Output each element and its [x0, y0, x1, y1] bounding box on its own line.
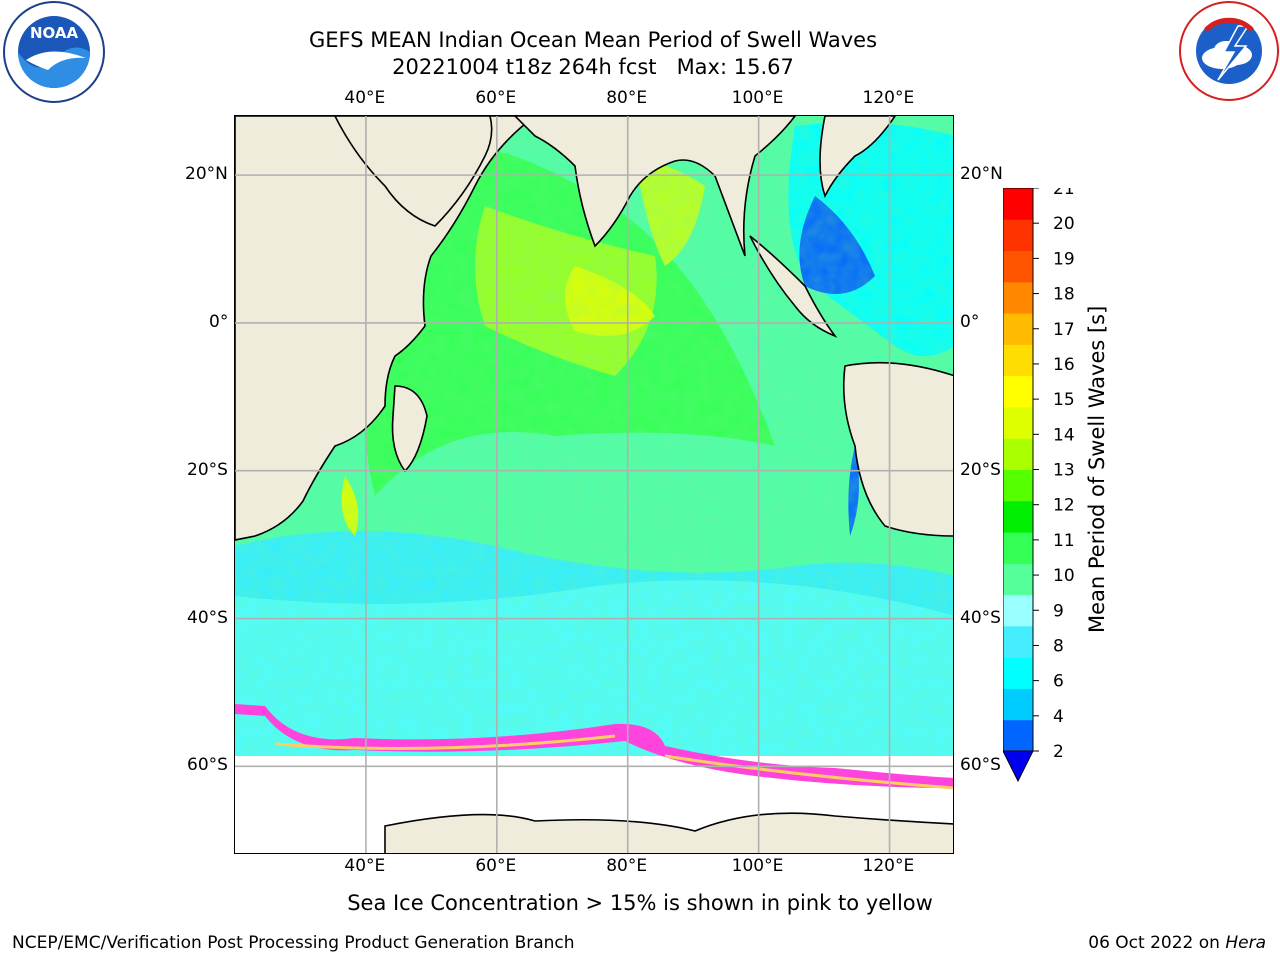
- lat-right-tick-label: 60°S: [960, 755, 1001, 776]
- chart-title: GEFS MEAN Indian Ocean Mean Period of Sw…: [308, 28, 878, 52]
- lat-right-tick-label: 40°S: [960, 607, 1001, 628]
- colorbar-bin: [1003, 500, 1033, 533]
- colorbar-tick-label: 11: [1053, 531, 1075, 551]
- colorbar-tick-label: 20: [1053, 214, 1075, 234]
- lon-top-tick-label: 100°E: [731, 88, 784, 108]
- lon-top-tick-label: 120°E: [862, 88, 915, 108]
- colorbar-tick-label: 16: [1053, 355, 1075, 375]
- colorbar: 2 4 6 8 9 10 11 12 13 14 15 16 17 18 19 20 21: [1002, 179, 1093, 792]
- land-masses: [235, 116, 953, 853]
- colorbar-tick-label: 12: [1053, 496, 1075, 516]
- footer-date-host: 06 Oct 2022 on Hera: [1088, 933, 1266, 953]
- colorbar-tick-label: 18: [1053, 285, 1075, 305]
- colorbar-scale: 2 4 6 8 9 10 11 12 13 14 15 16 17 18 19 20 21: [1002, 179, 1075, 783]
- lon-top-tick-label: 80°E: [606, 88, 648, 108]
- lat-left-tick-label: 20°N: [185, 164, 228, 185]
- map-panel: [234, 115, 954, 854]
- colorbar-tick-label: 19: [1053, 249, 1075, 269]
- colorbar-bin: [1003, 657, 1033, 689]
- colorbar-bin: [1003, 625, 1033, 658]
- colorbar-bin: [1003, 438, 1033, 470]
- land-madagascar: [391, 385, 428, 473]
- colorbar-tick-label: 10: [1053, 566, 1075, 586]
- colorbar-bin: [1003, 594, 1033, 627]
- noaa-logo-text: NOAA: [30, 24, 79, 42]
- lon-bottom-tick-label: 100°E: [731, 856, 784, 876]
- lat-right-tick-label: 0°: [960, 311, 980, 332]
- colorbar-bin: [1003, 344, 1033, 377]
- colorbar-tick-label: 15: [1053, 390, 1075, 410]
- colorbar-tick-label: 4: [1053, 707, 1064, 727]
- colorbar-bin: [1003, 532, 1033, 564]
- colorbar-bin: [1003, 188, 1033, 220]
- colorbar-bin: [1003, 281, 1033, 314]
- lat-right-tick-label: 20°N: [960, 164, 1003, 185]
- colorbar-tick-label: 8: [1053, 636, 1064, 656]
- colorbar-tick-label: 6: [1053, 672, 1064, 692]
- colorbar-tick-label: 9: [1053, 601, 1064, 621]
- colorbar-bin: [1003, 375, 1033, 408]
- land-india: [513, 116, 797, 257]
- land-antarctica: [384, 812, 953, 853]
- colorbar-tick-label: 21: [1053, 188, 1075, 199]
- lat-right-tick-label: 20°S: [960, 459, 1001, 480]
- colorbar-bin: [1003, 563, 1033, 596]
- chart-subtitle: 20221004 t18z 264h fcst Max: 15.67: [392, 55, 794, 79]
- lon-bottom-tick-label: 120°E: [862, 856, 915, 876]
- colorbar-bin: [1003, 406, 1033, 439]
- land-australia: [843, 361, 953, 537]
- colorbar-bin: [1003, 219, 1033, 252]
- colorbar-bin: [1003, 719, 1033, 752]
- colorbar-tick-label: 13: [1053, 461, 1075, 481]
- colorbar-bin: [1003, 469, 1033, 502]
- lon-bottom-tick-label: 60°E: [475, 856, 517, 876]
- lat-left-tick-label: 20°S: [187, 459, 228, 480]
- lat-left-tick-label: 0°: [209, 311, 229, 332]
- colorbar-underflow: [1002, 750, 1034, 783]
- sea-ice-caption: Sea Ice Concentration > 15% is shown in …: [347, 891, 933, 915]
- nws-logo: [1179, 1, 1279, 101]
- sea-ice-fringe: [274, 734, 953, 790]
- lat-left-tick-label: 60°S: [187, 755, 228, 776]
- colorbar-bin: [1003, 688, 1033, 721]
- colorbar-tick-label: 17: [1053, 320, 1075, 340]
- colorbar-bin: [1003, 313, 1033, 345]
- lon-bottom-tick-label: 40°E: [344, 856, 386, 876]
- map-gridlines: [235, 116, 953, 853]
- footer-organization: NCEP/EMC/Verification Post Processing Pr…: [12, 933, 575, 953]
- lon-top-tick-label: 40°E: [344, 88, 386, 108]
- colorbar-tick-label: 14: [1053, 425, 1075, 445]
- swell-period-map: [235, 116, 953, 853]
- land-sumatra: [749, 235, 838, 338]
- colorbar-bin: [1003, 250, 1033, 283]
- lat-left-tick-label: 40°S: [187, 607, 228, 628]
- colorbar-tick-label: 2: [1053, 742, 1064, 762]
- colorbar-label: Mean Period of Swell Waves [s]: [1085, 305, 1109, 633]
- noaa-logo: NOAA: [3, 1, 105, 103]
- land-indochina: [819, 116, 896, 199]
- lon-bottom-tick-label: 80°E: [606, 856, 648, 876]
- land-africa: [235, 116, 537, 541]
- lon-top-tick-label: 60°E: [475, 88, 517, 108]
